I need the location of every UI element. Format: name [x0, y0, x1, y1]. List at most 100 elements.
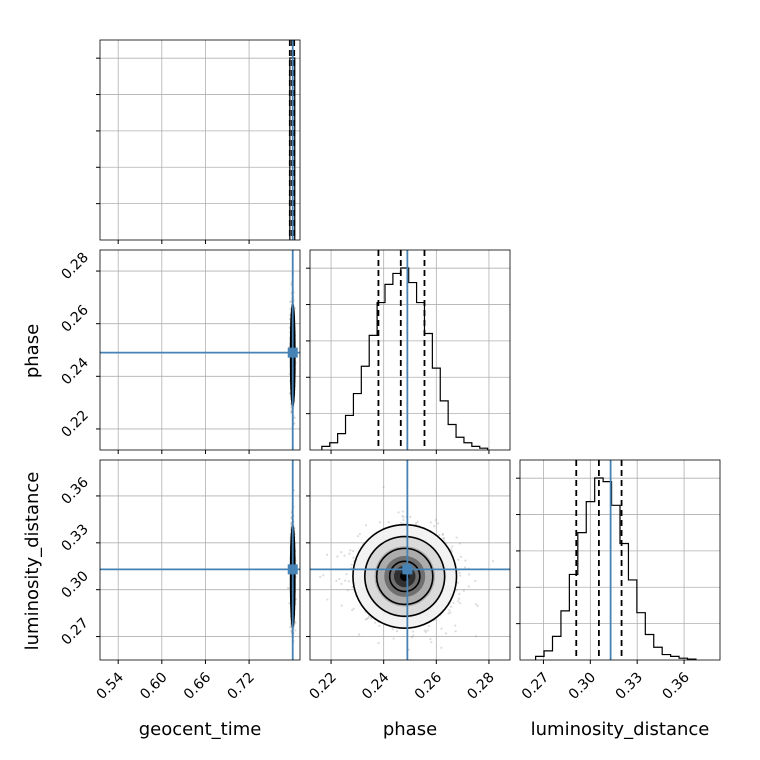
joint-phase-vs-luminosity-distance-sample-point	[433, 525, 436, 528]
joint-geocent-time-vs-luminosity-distance-sample-point	[286, 587, 290, 590]
joint-geocent-time-vs-luminosity-distance-sample-point	[294, 629, 297, 632]
hist-phase-frame	[309, 249, 511, 451]
joint-phase-vs-luminosity-distance-sample-point	[343, 554, 346, 557]
joint-phase-vs-luminosity-distance-sample-point	[352, 550, 355, 553]
joint-phase-vs-luminosity-distance-sample-point	[382, 485, 385, 489]
joint-phase-vs-luminosity-distance-sample-point	[492, 559, 495, 563]
joint-phase-vs-luminosity-distance-sample-point	[429, 638, 432, 641]
joint-phase-vs-luminosity-distance-sample-point	[352, 556, 355, 559]
joint-phase-vs-luminosity-distance-sample-point	[449, 611, 452, 614]
hist-geocent-time-panel	[96, 40, 300, 244]
joint-geocent-time-vs-luminosity-distance-sample-point	[294, 622, 297, 625]
joint-phase-vs-luminosity-distance-sample-point	[358, 633, 361, 636]
joint-phase-vs-luminosity-distance-sample-point	[467, 573, 471, 576]
joint-geocent-time-vs-luminosity-distance-truth-marker	[287, 564, 298, 575]
joint-phase-vs-luminosity-distance-sample-point	[367, 617, 370, 620]
joint-geocent-time-vs-phase-panel	[96, 250, 300, 454]
joint-phase-vs-luminosity-distance-sample-point	[397, 511, 400, 514]
joint-phase-vs-luminosity-distance-sample-point	[378, 521, 381, 524]
joint-geocent-time-vs-luminosity-distance-panel	[96, 460, 300, 666]
joint-phase-vs-luminosity-distance-sample-point	[322, 574, 325, 577]
joint-geocent-time-vs-phase-background	[100, 250, 300, 450]
joint-phase-vs-luminosity-distance-sample-point	[455, 589, 458, 592]
joint-phase-vs-luminosity-distance-sample-point	[467, 585, 470, 588]
joint-phase-vs-luminosity-distance-sample-point	[348, 552, 351, 555]
joint-phase-vs-luminosity-distance-sample-point	[412, 634, 415, 637]
hist-phase-panel	[306, 250, 510, 454]
joint-phase-vs-luminosity-distance-sample-point	[459, 555, 463, 559]
joint-phase-vs-luminosity-distance-sample-point	[378, 624, 381, 628]
joint-phase-vs-luminosity-distance-sample-point	[340, 582, 343, 585]
hist-luminosity-distance-frame	[519, 459, 721, 661]
joint-phase-vs-luminosity-distance-sample-point	[441, 532, 445, 536]
joint-phase-vs-luminosity-distance-sample-point	[459, 574, 462, 577]
joint-phase-vs-luminosity-distance-sample-point	[414, 522, 418, 525]
joint-phase-vs-luminosity-distance-sample-point	[352, 607, 355, 610]
joint-phase-vs-luminosity-distance-sample-point	[458, 592, 461, 595]
joint-geocent-time-vs-phase-frame	[99, 249, 301, 451]
joint-geocent-time-vs-phase-truth-marker	[287, 347, 298, 358]
joint-phase-vs-luminosity-distance-sample-point	[437, 522, 440, 525]
hist-phase-step	[321, 267, 489, 450]
joint-phase-vs-luminosity-distance-sample-point	[411, 630, 415, 633]
joint-phase-vs-luminosity-distance-sample-point	[345, 573, 348, 576]
joint-phase-vs-luminosity-distance-sample-point	[423, 629, 426, 632]
joint-phase-vs-luminosity-distance-sample-point	[434, 518, 438, 522]
joint-geocent-time-vs-phase-sample-point	[289, 300, 292, 303]
joint-phase-vs-luminosity-distance-sample-point	[344, 579, 347, 582]
joint-phase-vs-luminosity-distance-sample-point	[430, 641, 433, 644]
joint-geocent-time-vs-luminosity-distance-frame	[99, 459, 301, 661]
joint-phase-vs-luminosity-distance-sample-point	[458, 602, 462, 605]
joint-phase-vs-luminosity-distance-sample-point	[401, 510, 404, 513]
joint-phase-vs-luminosity-distance-sample-point	[462, 589, 465, 592]
joint-phase-vs-luminosity-distance-sample-point	[319, 575, 322, 579]
joint-geocent-time-vs-luminosity-distance-background	[100, 460, 300, 660]
joint-phase-vs-luminosity-distance-sample-point	[449, 605, 453, 608]
hist-geocent-time-background	[100, 40, 300, 240]
joint-phase-vs-luminosity-distance-sample-point	[463, 566, 467, 569]
joint-phase-vs-luminosity-distance-sample-point	[456, 581, 460, 584]
joint-phase-vs-luminosity-distance-sample-point	[369, 669, 371, 671]
joint-phase-vs-luminosity-distance-sample-point	[347, 580, 351, 583]
joint-phase-vs-luminosity-distance-sample-point	[427, 624, 430, 628]
joint-phase-vs-luminosity-distance-sample-point	[438, 533, 441, 537]
joint-phase-vs-luminosity-distance-sample-point	[400, 521, 403, 525]
joint-phase-vs-luminosity-distance-sample-point	[350, 563, 353, 566]
joint-phase-vs-luminosity-distance-sample-point	[364, 524, 368, 527]
joint-phase-vs-luminosity-distance-sample-point	[391, 628, 394, 631]
hist-luminosity-distance-step	[535, 477, 697, 660]
joint-phase-vs-luminosity-distance-sample-point	[447, 612, 450, 615]
joint-phase-vs-luminosity-distance-sample-point	[409, 515, 412, 518]
joint-phase-vs-luminosity-distance-sample-point	[374, 621, 377, 624]
hist-phase-background	[310, 250, 510, 450]
joint-phase-vs-luminosity-distance-sample-point	[402, 516, 405, 519]
joint-phase-vs-luminosity-distance-sample-point	[326, 598, 329, 601]
joint-phase-vs-luminosity-distance-sample-point	[401, 514, 404, 517]
joint-phase-vs-luminosity-distance-sample-point	[340, 551, 343, 554]
joint-phase-vs-luminosity-distance-sample-point	[426, 629, 429, 632]
joint-phase-vs-luminosity-distance-sample-point	[454, 630, 457, 633]
joint-geocent-time-vs-luminosity-distance-sample-point	[288, 602, 291, 605]
joint-phase-vs-luminosity-distance-sample-point	[474, 635, 478, 638]
joint-geocent-time-vs-phase-sample-point	[293, 421, 296, 425]
joint-phase-vs-luminosity-distance-sample-point	[402, 518, 405, 522]
joint-phase-vs-luminosity-distance-sample-point	[356, 535, 360, 538]
joint-phase-vs-luminosity-distance-sample-point	[395, 629, 399, 633]
panels-layer	[96, 39, 721, 671]
joint-phase-vs-luminosity-distance-sample-point	[416, 520, 419, 523]
joint-phase-vs-luminosity-distance-sample-point	[457, 558, 460, 561]
joint-phase-vs-luminosity-distance-sample-point	[364, 618, 367, 621]
joint-phase-vs-luminosity-distance-sample-point	[442, 536, 445, 540]
joint-phase-vs-luminosity-distance-sample-point	[457, 600, 460, 603]
joint-phase-vs-luminosity-distance-sample-point	[440, 627, 443, 630]
joint-phase-vs-luminosity-distance-sample-point	[448, 609, 451, 612]
joint-geocent-time-vs-phase-sample-point	[293, 307, 297, 310]
joint-phase-vs-luminosity-distance-sample-point	[458, 542, 462, 545]
joint-geocent-time-vs-luminosity-distance-sample-point	[292, 664, 294, 666]
joint-phase-vs-luminosity-distance-sample-point	[476, 604, 479, 607]
joint-phase-vs-luminosity-distance-sample-point	[442, 537, 446, 540]
joint-phase-vs-luminosity-distance-sample-point	[409, 661, 411, 663]
hist-luminosity-distance-panel	[516, 460, 720, 664]
joint-phase-vs-luminosity-distance-sample-point	[338, 577, 341, 581]
